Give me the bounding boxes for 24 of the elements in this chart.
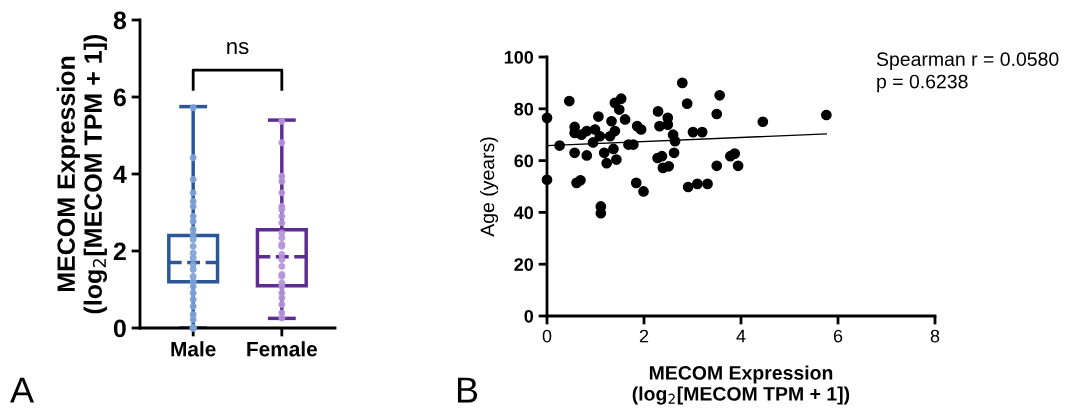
- y-tick-label: 100: [504, 50, 534, 64]
- y-tick-label: 6: [113, 88, 126, 107]
- annotation: ns: [227, 41, 249, 55]
- y-axis-title: MECOM Expression (log$_{2}$[MECOM TPM + 1]): [56, 34, 108, 314]
- y-tick-label: 8: [113, 11, 127, 30]
- x-tick-label: 4: [736, 329, 746, 343]
- y-tick-label: 20: [514, 258, 534, 271]
- y-tick-label: 0: [524, 309, 534, 323]
- y-axis-title: Age (years): [480, 137, 499, 237]
- y-tick-label: 4: [113, 165, 127, 184]
- text: A: [10, 377, 35, 403]
- x-axis-title: MECOM Expression (log$_{2}$[MECOM TPM + 1]): [632, 365, 850, 405]
- y-tick-label: 2: [113, 242, 126, 261]
- y-tick-label: 60: [514, 154, 534, 168]
- annotation: Spearman r = 0.0580 p = 0.6238: [876, 52, 1059, 93]
- text: B: [457, 377, 478, 403]
- x-tick-label: 0: [542, 329, 552, 343]
- y-tick-label: 40: [514, 206, 534, 220]
- x-tick-label: 6: [833, 329, 843, 343]
- x-tick-label: Male: [171, 341, 216, 357]
- x-tick-label: 8: [930, 329, 940, 343]
- x-tick-label: 2: [639, 329, 649, 343]
- y-tick-label: 80: [514, 102, 534, 116]
- x-tick-label: Female: [247, 341, 318, 357]
